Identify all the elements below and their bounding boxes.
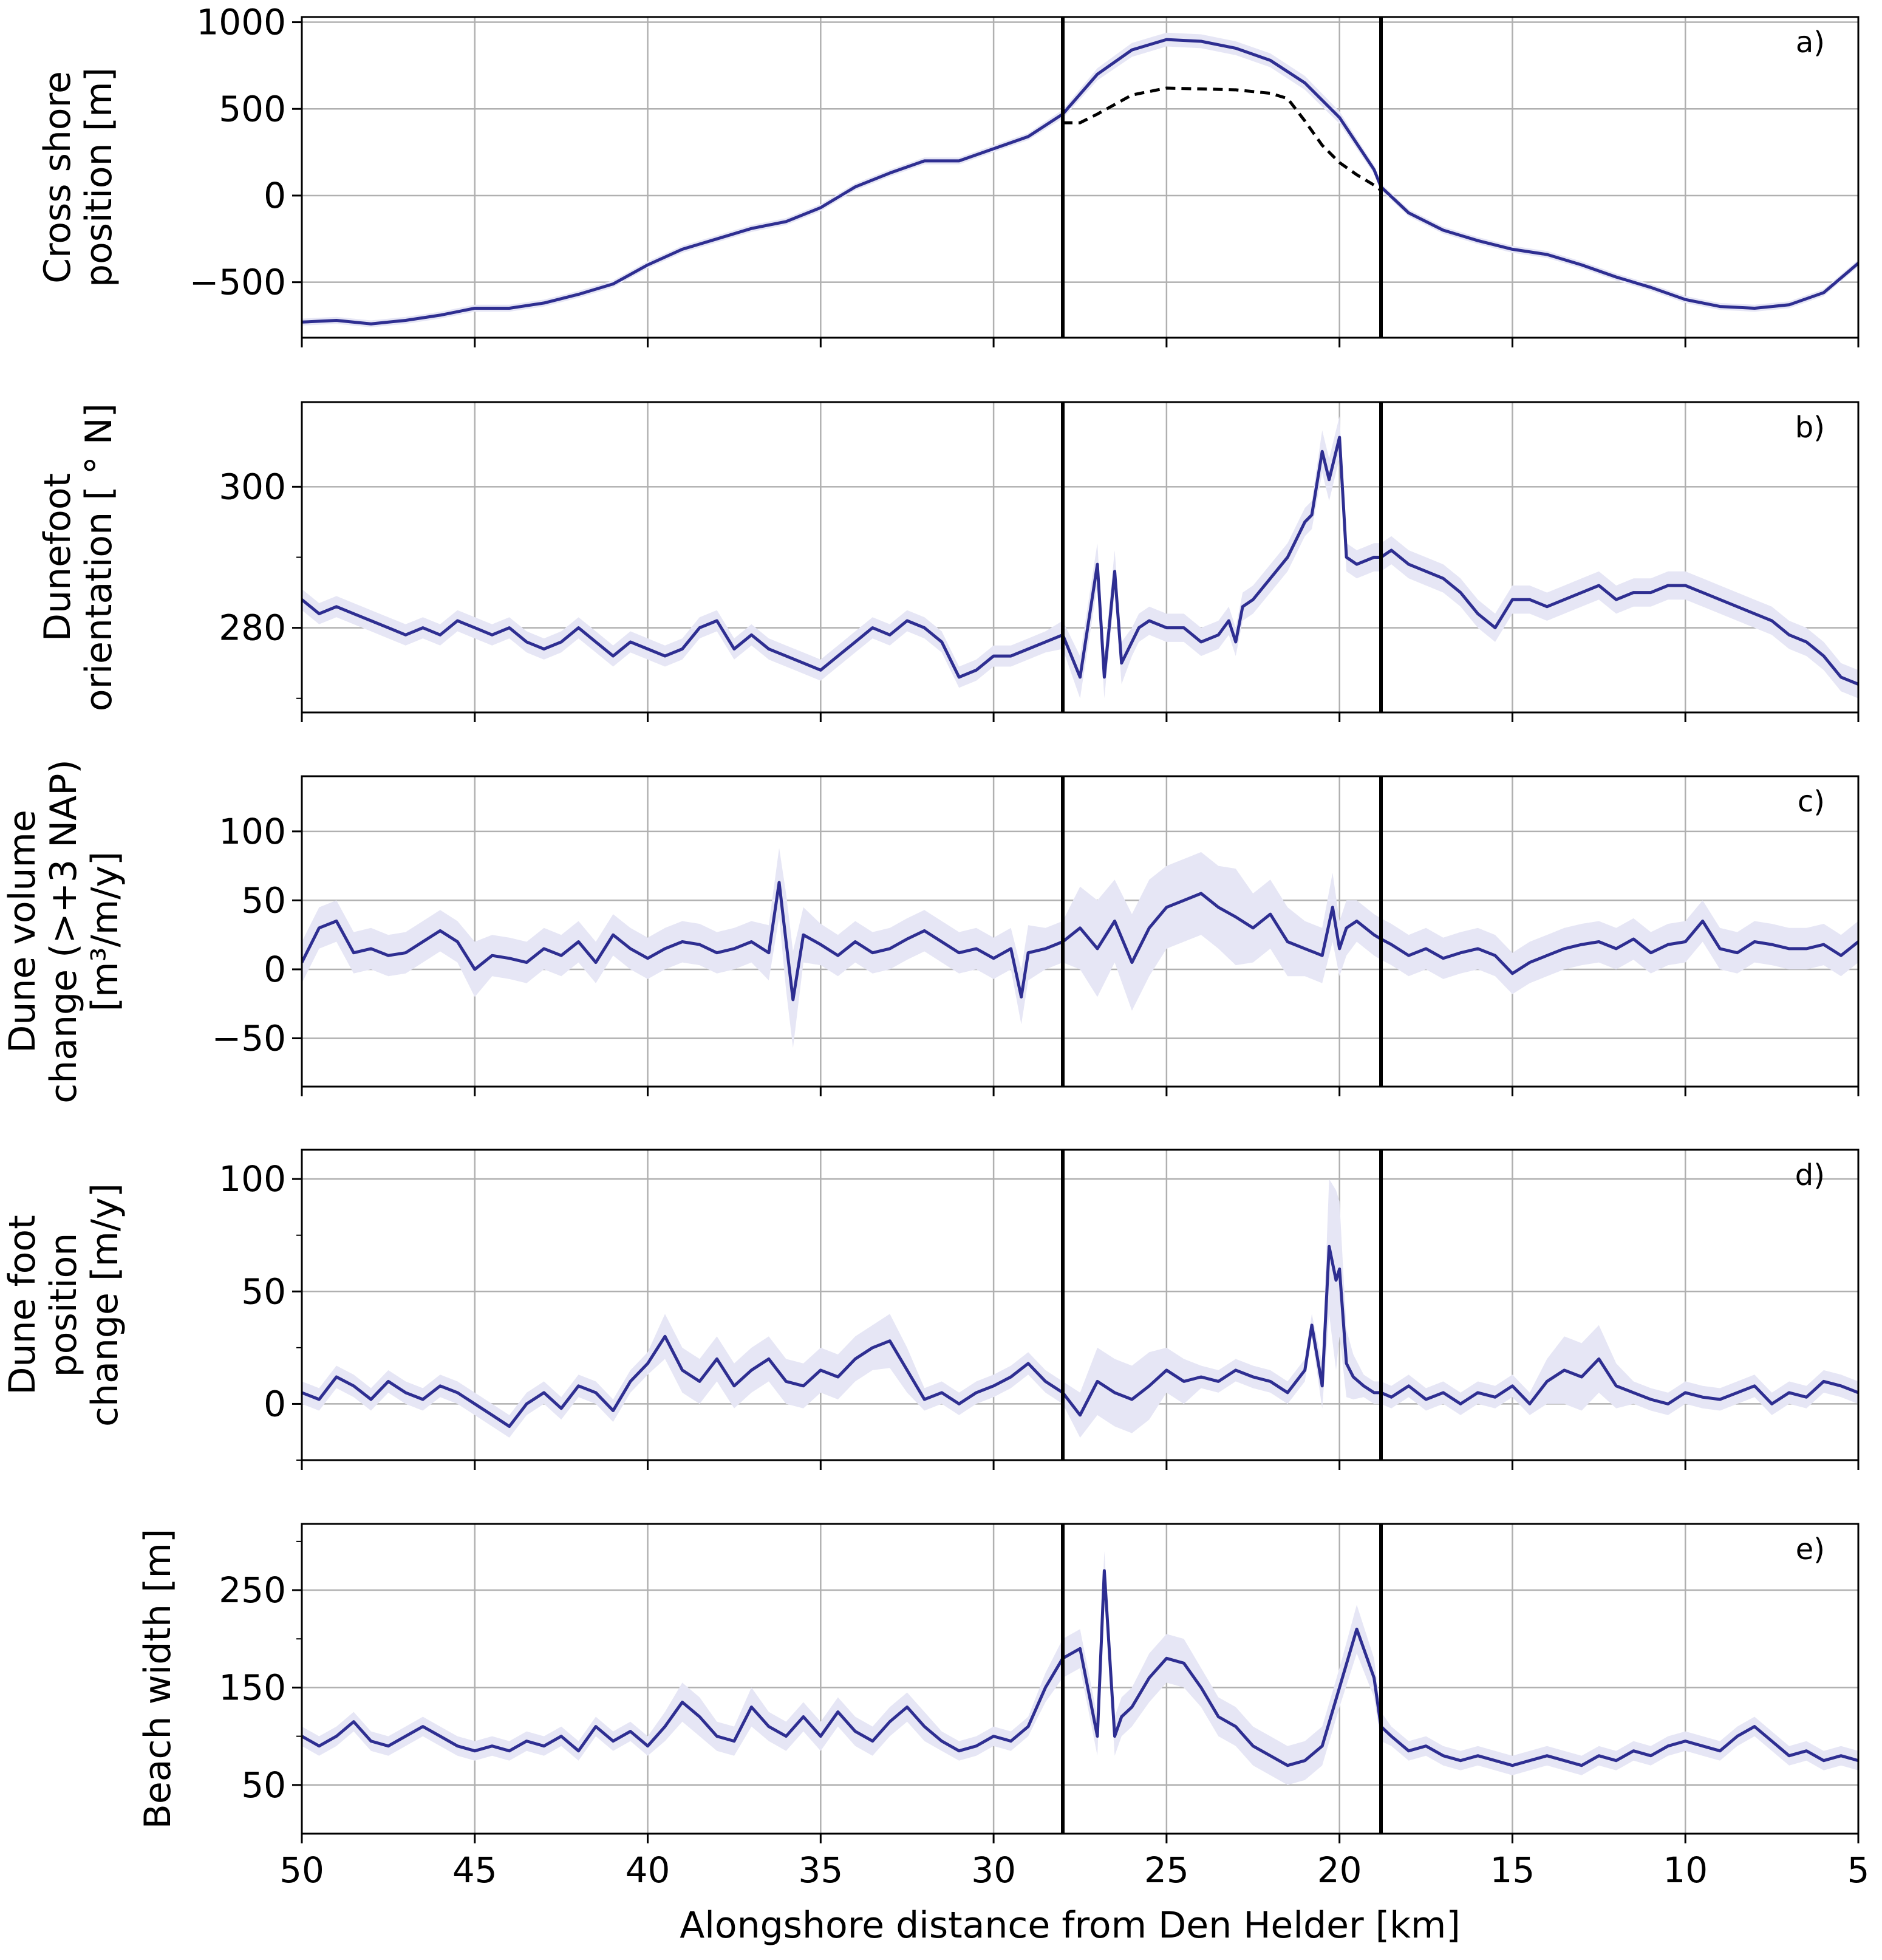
series-line-beach-width <box>302 1569 1858 1767</box>
y-tick-label: −500 <box>189 262 286 303</box>
y-tick-label: 0 <box>264 1383 286 1424</box>
x-tick-label: 35 <box>798 1849 843 1891</box>
x-tick-label: 5 <box>1847 1849 1870 1891</box>
series-line-position-change <box>302 1245 1858 1428</box>
y-tick-label: 100 <box>219 811 286 852</box>
x-tick-label: 20 <box>1317 1849 1362 1891</box>
x-tick-label: 50 <box>279 1849 324 1891</box>
axes-frame <box>301 775 1860 1088</box>
grid <box>302 17 1858 338</box>
y-axis-label: Beach width [m] <box>137 1529 179 1829</box>
x-tick-label: 40 <box>626 1849 670 1891</box>
y-axis-label-line: change (>+3 NAP) <box>43 759 85 1104</box>
x-tick-label: 30 <box>971 1849 1016 1891</box>
y-tick-label: 0 <box>264 949 286 990</box>
uncertainty-band <box>302 32 1858 327</box>
x-tick-label: 15 <box>1490 1849 1535 1891</box>
y-axis-label-line: Beach width [m] <box>137 1529 179 1829</box>
y-tick-label: 50 <box>241 879 286 921</box>
y-tick-label: 250 <box>219 1569 286 1611</box>
grid <box>302 402 1858 712</box>
axes-frame <box>301 16 1860 339</box>
y-axis-label-line: Dunefoot <box>36 473 79 641</box>
x-axis-label: Alongshore distance from Den Helder [km] <box>680 1904 1461 1947</box>
y-tick-label: 0 <box>264 175 286 216</box>
series-line-coastline <box>302 38 1858 326</box>
y-axis-label-line: Dune volume <box>1 810 44 1053</box>
y-axis-label-line: position <box>43 1233 85 1378</box>
plot-area <box>302 32 1858 327</box>
axes-frame <box>301 1149 1860 1461</box>
panel-label: a) <box>1796 26 1825 60</box>
x-tick-labels: 50 45 40 35 30 25 20 15 10 5 <box>279 1849 1869 1891</box>
uncertainty-band <box>302 416 1858 698</box>
y-tick-label: 1000 <box>196 2 286 43</box>
panel-label: c) <box>1798 785 1825 819</box>
y-axis-label-line: Dune foot <box>1 1215 44 1395</box>
y-axis-label-line: change [m/y] <box>84 1183 126 1427</box>
plot-area <box>302 1179 1858 1438</box>
y-tick-label: −50 <box>212 1018 286 1059</box>
plot-area <box>302 848 1858 1048</box>
series-line-orientation <box>302 435 1858 686</box>
y-tick-label: 50 <box>241 1764 286 1806</box>
uncertainty-band <box>302 848 1858 1048</box>
x-tick-label: 25 <box>1144 1849 1189 1891</box>
series-line-volume-change <box>302 881 1858 1002</box>
y-tick-label: 100 <box>219 1158 286 1200</box>
panel-label: d) <box>1795 1158 1825 1192</box>
y-tick-label: 150 <box>219 1667 286 1708</box>
series-line-reference <box>1063 86 1382 192</box>
x-tick-label: 45 <box>452 1849 497 1891</box>
y-tick-label: 50 <box>241 1271 286 1312</box>
y-axis-label-line: Cross shore <box>36 71 79 284</box>
y-tick-label: 300 <box>219 466 286 507</box>
y-tick-label: 280 <box>219 607 286 649</box>
uncertainty-band <box>302 1179 1858 1438</box>
y-axis-label-line: position [m] <box>78 67 120 287</box>
panel-e: 250 150 50 e) Beach width [m] <box>137 1523 1860 1843</box>
y-axis-label-line: [m³/m/y] <box>84 852 126 1012</box>
grid <box>302 1524 1858 1834</box>
x-tick-label: 10 <box>1663 1849 1708 1891</box>
panel-label: e) <box>1796 1532 1825 1566</box>
panel-label: b) <box>1795 411 1825 445</box>
uncertainty-band <box>302 1551 1858 1785</box>
plot-area <box>302 1551 1858 1785</box>
axes-frame <box>301 1523 1860 1835</box>
plot-area <box>302 416 1858 698</box>
y-tick-label: 500 <box>219 88 286 129</box>
y-axis-label-line: orientation [ ° N] <box>78 403 120 711</box>
